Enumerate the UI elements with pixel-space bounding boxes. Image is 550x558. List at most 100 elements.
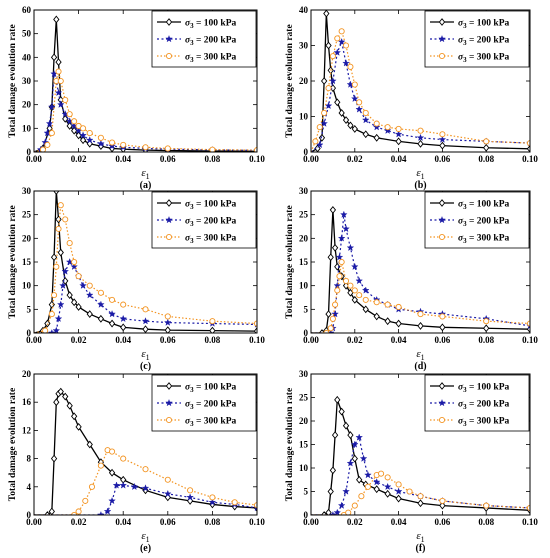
y-axis-label: Total damage evolution rate xyxy=(285,388,295,501)
data-point xyxy=(372,123,381,131)
legend-marker xyxy=(165,233,173,241)
y-axis-label: Total damage evolution rate xyxy=(8,205,18,318)
data-point xyxy=(356,99,363,106)
data-point xyxy=(48,103,56,111)
y-tick-label: 20 xyxy=(299,233,309,243)
data-point xyxy=(142,466,149,473)
data-point xyxy=(439,501,446,510)
y-tick-label: 12 xyxy=(22,425,32,435)
x-tick-label: 0.06 xyxy=(160,335,176,345)
data-point xyxy=(362,305,369,314)
y-tick-label: 8 xyxy=(27,454,32,464)
data-point xyxy=(361,286,370,294)
data-point xyxy=(406,488,413,495)
data-point xyxy=(62,277,69,285)
x-tick-label: 0.06 xyxy=(160,154,176,164)
data-point xyxy=(331,431,339,440)
panel-label: (d) xyxy=(414,361,426,372)
plot-frame xyxy=(310,190,531,334)
data-point xyxy=(417,139,424,148)
data-point xyxy=(97,289,104,296)
data-point xyxy=(48,329,56,333)
series-line xyxy=(34,449,257,515)
data-point xyxy=(88,483,96,490)
panel-label: (f) xyxy=(416,543,426,554)
data-point xyxy=(395,137,402,146)
data-point xyxy=(342,421,350,430)
data-point xyxy=(373,120,380,127)
data-point xyxy=(373,299,380,306)
data-point xyxy=(231,499,238,506)
legend: σ3 = 100 kPa σ3 = 200 kPa σ3 = 300 kPa xyxy=(151,374,257,432)
x-axis-label: ε1 xyxy=(141,530,149,544)
y-tick-label: 40 xyxy=(22,52,32,62)
data-point xyxy=(53,15,60,24)
data-point xyxy=(53,263,60,270)
x-axis-label: ε1 xyxy=(141,348,149,362)
series-2 xyxy=(311,433,530,515)
series-3 xyxy=(311,258,530,333)
data-point xyxy=(71,298,78,307)
x-axis-label: ε1 xyxy=(416,167,424,181)
data-point xyxy=(318,133,326,142)
plot-frame xyxy=(33,9,258,153)
chart-panel-b: 0 10 20 30 40 0.00 0.02 0.04 0.06 0.08 0.10 σ3 = 10… xyxy=(285,5,538,191)
data-point xyxy=(337,501,346,509)
x-tick-label: 0.04 xyxy=(391,154,407,164)
data-point xyxy=(373,485,380,494)
legend-label: σ3 = 300 kPa xyxy=(458,417,509,429)
data-point xyxy=(334,98,341,107)
data-point xyxy=(346,243,355,252)
x-tick-label: 0.04 xyxy=(391,335,407,345)
data-point xyxy=(346,459,355,467)
chart-panel-c: 0 5 10 15 20 25 30 0.00 0.02 0.04 0.06 0.08 0.10 σ3 =… xyxy=(8,186,265,372)
data-point xyxy=(97,139,105,147)
legend-marker xyxy=(438,199,446,207)
legend: σ3 = 100 kPa σ3 = 200 kPa σ3 = 300 kPa xyxy=(151,10,257,68)
data-point xyxy=(439,131,446,138)
data-point xyxy=(86,440,93,449)
data-point xyxy=(355,105,363,113)
data-point xyxy=(45,119,54,127)
data-point xyxy=(329,206,337,214)
legend-label: σ3 = 100 kPa xyxy=(185,383,236,395)
data-point xyxy=(362,109,369,116)
data-point xyxy=(56,300,65,308)
y-tick-label: 15 xyxy=(299,257,309,267)
data-point xyxy=(108,319,116,328)
data-point xyxy=(327,325,334,332)
data-point xyxy=(483,138,490,145)
data-point xyxy=(356,292,363,299)
data-point xyxy=(119,314,127,323)
data-point xyxy=(164,476,171,483)
chart-panel-a: 0 10 20 30 40 50 60 0.00 0.02 0.04 0.06 0.08 0.10 σ3 … xyxy=(8,5,265,191)
data-point xyxy=(79,131,87,139)
data-point xyxy=(384,301,391,308)
x-tick-label: 0.06 xyxy=(435,517,451,527)
data-point xyxy=(347,282,354,289)
x-tick-label: 0.00 xyxy=(303,335,319,345)
data-point xyxy=(342,277,350,284)
data-point xyxy=(338,407,345,416)
legend-label: σ3 = 300 kPa xyxy=(185,234,236,246)
data-point xyxy=(48,130,55,137)
data-point xyxy=(71,258,78,266)
data-point xyxy=(50,253,58,262)
y-tick-label: 20 xyxy=(299,416,309,426)
x-tick-label: 0.00 xyxy=(303,517,319,527)
data-point xyxy=(351,81,358,88)
data-point xyxy=(86,310,93,318)
series-3 xyxy=(34,68,257,152)
data-point xyxy=(62,216,69,223)
data-point xyxy=(325,85,332,92)
y-tick-label: 30 xyxy=(22,76,32,86)
data-point xyxy=(378,470,385,477)
series-2 xyxy=(34,258,257,333)
x-tick-label: 0.08 xyxy=(205,154,221,164)
data-point xyxy=(142,306,149,313)
x-tick-label: 0.02 xyxy=(347,154,363,164)
data-point xyxy=(75,303,82,311)
legend: σ3 = 100 kPa σ3 = 200 kPa σ3 = 300 kPa xyxy=(424,374,530,432)
data-point xyxy=(97,511,105,515)
data-point xyxy=(164,326,171,333)
